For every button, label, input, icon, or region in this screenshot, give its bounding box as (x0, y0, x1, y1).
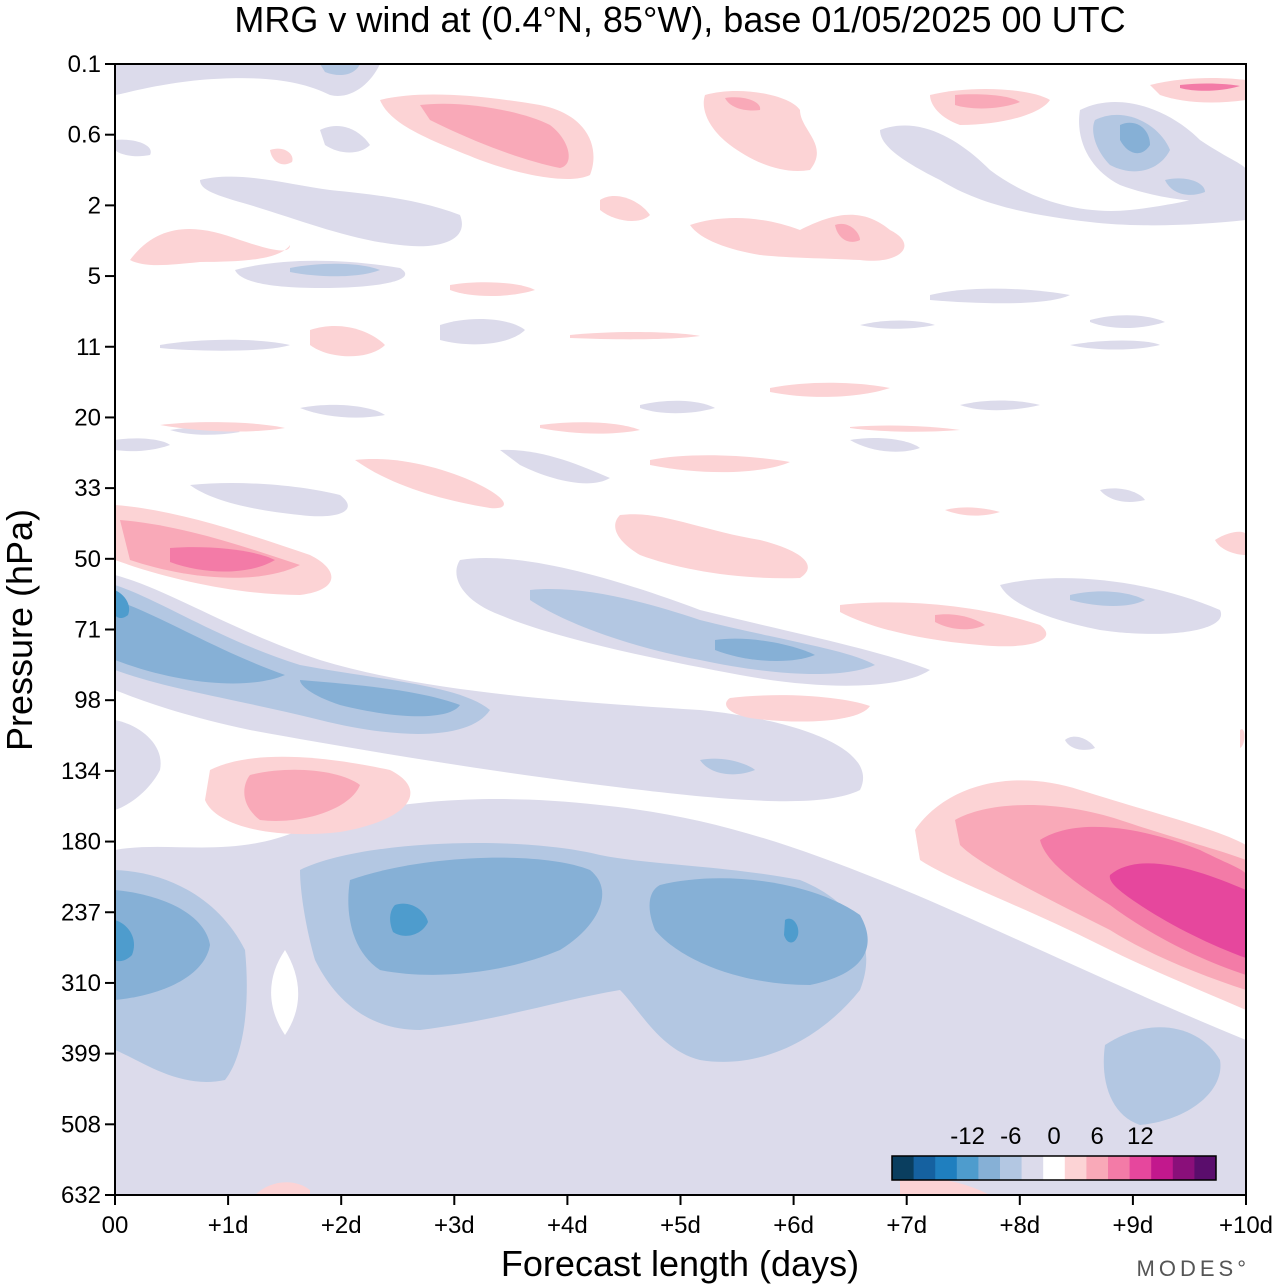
colorbar-swatch (892, 1156, 915, 1180)
y-tick-label: 180 (61, 829, 101, 856)
colorbar-swatch (1021, 1156, 1044, 1180)
brand-logo: MODES° (1137, 1256, 1250, 1281)
y-tick-label: 2 (88, 192, 101, 219)
x-tick-label: +4d (547, 1212, 588, 1239)
x-tick-label: +8d (999, 1212, 1040, 1239)
colorbar-swatch (1172, 1156, 1195, 1180)
colorbar-swatch (1108, 1156, 1131, 1180)
y-tick-label: 5 (88, 263, 101, 290)
x-tick-label: 00 (102, 1212, 129, 1239)
y-tick-label: 33 (74, 475, 101, 502)
x-tick-label: +7d (886, 1212, 927, 1239)
y-tick-label: 632 (61, 1182, 101, 1209)
y-tick-label: 134 (61, 758, 101, 785)
y-tick-label: 399 (61, 1041, 101, 1068)
plot-area (115, 64, 1246, 1195)
chart-title: MRG v wind at (0.4°N, 85°W), base 01/05/… (234, 0, 1125, 40)
y-axis: 0.1 0.6 2 5 11 20 33 50 71 98 134 180 237 310 399 508 63… (61, 51, 115, 1209)
y-axis-label: Pressure (hPa) (0, 509, 40, 751)
x-tick-label: +1d (208, 1212, 249, 1239)
colorbar-swatch (1043, 1156, 1066, 1180)
y-tick-label: 310 (61, 970, 101, 997)
x-tick-label: +9d (1113, 1212, 1154, 1239)
colorbar-swatch (935, 1156, 958, 1180)
colorbar-label: 6 (1091, 1123, 1104, 1150)
contour-positive-lower-right (915, 729, 1246, 1010)
colorbar-label: 12 (1127, 1123, 1154, 1150)
colorbar-frame (891, 1155, 1217, 1181)
contour-upper (115, 64, 1246, 304)
y-tick-label: 11 (76, 334, 101, 361)
x-tick-label: +10d (1219, 1212, 1273, 1239)
y-tick-label: 237 (61, 899, 101, 926)
colorbar-label: -6 (1000, 1123, 1021, 1150)
colorbar-swatch (1064, 1156, 1087, 1180)
colorbar-swatch (1000, 1156, 1023, 1180)
y-tick-label: 0.1 (68, 51, 101, 78)
colorbar-swatch (913, 1156, 936, 1180)
colorbar-swatch (1194, 1156, 1217, 1180)
x-axis: 00 +1d +2d +3d +4d +5d +6d +7d +8d +9d +10d (102, 1195, 1273, 1239)
contour-negative-lower (115, 720, 1246, 1195)
colorbar-label: -12 (950, 1123, 985, 1150)
colorbar-swatch (956, 1156, 979, 1180)
x-tick-label: +3d (434, 1212, 475, 1239)
colorbar: -12 -6 0 6 12 (891, 1123, 1217, 1181)
y-tick-label: 98 (74, 687, 101, 714)
colorbar-swatch (1151, 1156, 1174, 1180)
contour-positive-mid (115, 505, 1047, 835)
y-tick-label: 71 (74, 617, 101, 644)
colorbar-swatch (1129, 1156, 1152, 1180)
colorbar-swatch (978, 1156, 1001, 1180)
y-tick-label: 50 (74, 546, 101, 573)
colorbar-label: 0 (1047, 1123, 1060, 1150)
contour-thin (115, 282, 1246, 1195)
y-tick-label: 20 (74, 404, 101, 431)
colorbar-swatch (1086, 1156, 1109, 1180)
y-tick-label: 0.6 (68, 122, 101, 149)
x-tick-label: +6d (773, 1212, 814, 1239)
contour-negative-mid (115, 558, 1222, 802)
x-tick-label: +5d (660, 1212, 701, 1239)
x-tick-label: +2d (321, 1212, 362, 1239)
y-tick-label: 508 (61, 1111, 101, 1138)
x-axis-label: Forecast length (days) (501, 1243, 859, 1284)
